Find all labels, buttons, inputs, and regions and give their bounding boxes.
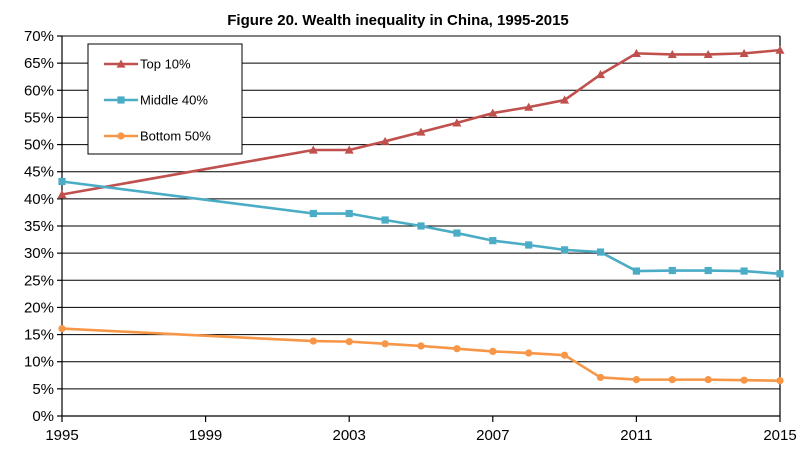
data-point-middle-40 bbox=[740, 267, 748, 275]
y-tick-label: 5% bbox=[32, 381, 54, 398]
y-tick-label: 70% bbox=[24, 28, 54, 45]
data-point-bottom-50 bbox=[345, 338, 353, 346]
y-tick-label: 60% bbox=[24, 82, 54, 99]
data-point-top-10 bbox=[739, 48, 749, 57]
legend-marker bbox=[117, 96, 125, 104]
data-point-top-10 bbox=[596, 70, 605, 79]
y-tick-label: 0% bbox=[32, 408, 54, 425]
data-point-bottom-50 bbox=[381, 340, 389, 348]
y-tick-label: 45% bbox=[24, 164, 54, 181]
x-tick-label: 1995 bbox=[45, 427, 78, 444]
legend-item-middle-40: Middle 40% bbox=[104, 93, 208, 108]
data-point-middle-40 bbox=[596, 248, 605, 256]
data-point-middle-40 bbox=[632, 267, 640, 275]
data-point-middle-40 bbox=[417, 222, 425, 230]
data-point-top-10 bbox=[703, 49, 713, 59]
legend-marker bbox=[117, 132, 125, 140]
y-tick-label: 15% bbox=[24, 327, 54, 344]
data-point-bottom-50 bbox=[525, 349, 533, 357]
data-point-bottom-50 bbox=[453, 345, 461, 353]
y-tick-label: 30% bbox=[24, 245, 54, 262]
y-tick-label: 40% bbox=[24, 191, 54, 208]
data-point-top-10 bbox=[560, 95, 570, 104]
chart-title: Figure 20. Wealth inequality in China, 1… bbox=[227, 12, 569, 29]
data-point-top-10 bbox=[380, 136, 390, 145]
data-point-top-10 bbox=[524, 102, 534, 111]
data-point-middle-40 bbox=[58, 177, 66, 186]
y-tick-label: 25% bbox=[24, 272, 54, 289]
data-point-bottom-50 bbox=[740, 376, 748, 384]
data-point-middle-40 bbox=[668, 266, 676, 275]
x-tick-label: 2011 bbox=[620, 427, 652, 444]
data-point-bottom-50 bbox=[632, 376, 641, 384]
data-point-middle-40 bbox=[489, 237, 497, 245]
y-tick-label: 50% bbox=[24, 137, 54, 154]
series-top-10 bbox=[57, 45, 785, 199]
data-point-bottom-50 bbox=[489, 347, 497, 355]
data-point-middle-40 bbox=[704, 266, 712, 275]
data-point-top-10 bbox=[667, 49, 677, 59]
data-point-middle-40 bbox=[345, 209, 353, 218]
y-tick-label: 10% bbox=[24, 354, 54, 371]
data-point-bottom-50 bbox=[561, 351, 569, 359]
data-point-top-10 bbox=[308, 145, 318, 154]
data-point-bottom-50 bbox=[309, 337, 317, 345]
data-point-bottom-50 bbox=[668, 376, 676, 384]
series-bottom-50 bbox=[58, 325, 784, 385]
y-tick-label: 20% bbox=[24, 299, 54, 316]
data-point-top-10 bbox=[452, 118, 462, 127]
data-point-middle-40 bbox=[309, 209, 317, 218]
legend-item-bottom-50: Bottom 50% bbox=[104, 129, 211, 144]
data-point-top-10 bbox=[631, 48, 641, 57]
x-tick-label: 2007 bbox=[476, 427, 509, 444]
legend-label: Top 10% bbox=[140, 57, 191, 72]
data-point-bottom-50 bbox=[417, 342, 425, 350]
legend-item-top-10: Top 10% bbox=[104, 57, 191, 72]
data-point-bottom-50 bbox=[596, 373, 605, 382]
legend-label: Middle 40% bbox=[140, 93, 208, 108]
x-tick-label: 2015 bbox=[763, 427, 796, 444]
x-tick-label: 2003 bbox=[333, 427, 366, 444]
data-point-bottom-50 bbox=[58, 325, 66, 333]
legend-label: Bottom 50% bbox=[140, 129, 211, 144]
data-point-middle-40 bbox=[561, 246, 569, 254]
y-tick-label: 55% bbox=[24, 109, 54, 126]
data-point-top-10 bbox=[488, 108, 498, 117]
data-point-middle-40 bbox=[453, 229, 461, 237]
data-point-top-10 bbox=[416, 127, 426, 136]
data-point-middle-40 bbox=[525, 241, 533, 249]
data-point-top-10 bbox=[775, 45, 785, 54]
data-point-middle-40 bbox=[776, 270, 784, 278]
data-point-middle-40 bbox=[381, 216, 389, 224]
x-tick-label: 1999 bbox=[189, 427, 222, 444]
data-point-bottom-50 bbox=[704, 376, 712, 384]
data-point-top-10 bbox=[344, 145, 354, 154]
y-tick-label: 65% bbox=[24, 55, 54, 72]
legend: Top 10% Middle 40% Bottom 50% bbox=[87, 43, 243, 155]
series-line-bottom-50 bbox=[61, 327, 781, 383]
data-point-top-10 bbox=[57, 190, 67, 199]
data-point-bottom-50 bbox=[776, 377, 784, 385]
y-tick-label: 35% bbox=[24, 218, 54, 235]
legend-marker bbox=[116, 59, 126, 68]
series-middle-40 bbox=[58, 177, 784, 278]
